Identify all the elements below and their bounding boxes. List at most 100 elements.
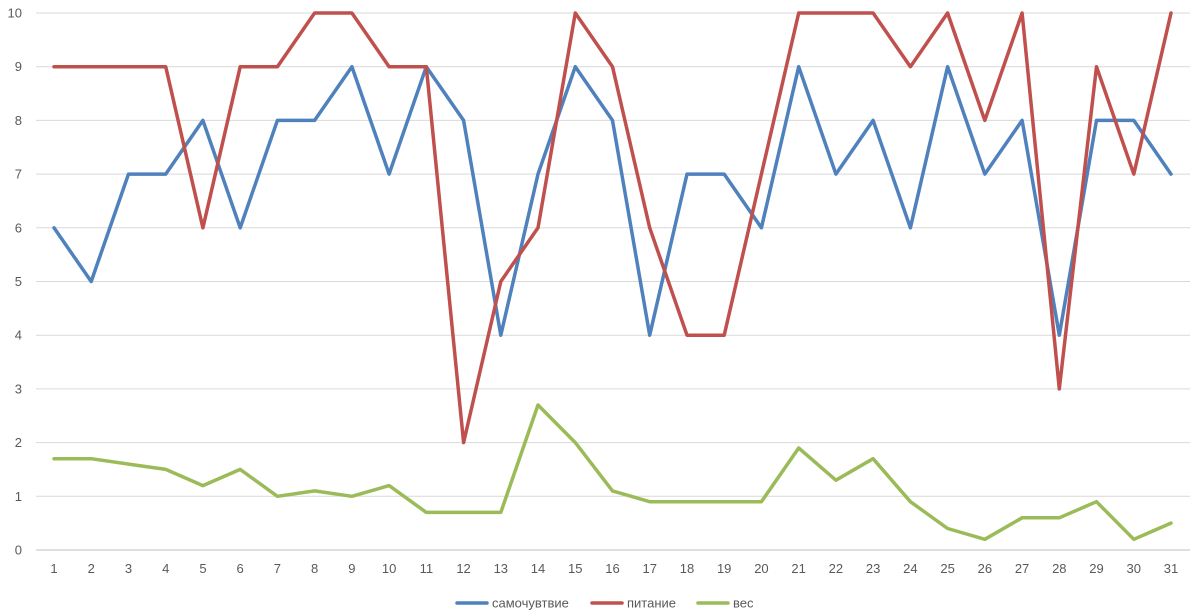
- data-point: [313, 119, 316, 122]
- x-tick-label: 12: [456, 561, 470, 576]
- data-point: [946, 65, 949, 68]
- x-tick-label: 31: [1164, 561, 1178, 576]
- data-point: [388, 173, 391, 176]
- data-point: [313, 12, 316, 15]
- x-tick-label: 27: [1015, 561, 1029, 576]
- legend-item-2: вес: [696, 596, 754, 611]
- data-point: [1021, 12, 1024, 15]
- y-tick-label: 8: [15, 113, 22, 128]
- data-point: [350, 495, 353, 498]
- data-point: [537, 226, 540, 229]
- data-point: [1132, 173, 1135, 176]
- legend-label: самочувтвие: [492, 596, 569, 611]
- x-tick-label: 23: [866, 561, 880, 576]
- data-point: [388, 484, 391, 487]
- legend-item-0: самочувтвие: [455, 596, 569, 611]
- data-point: [1132, 538, 1135, 541]
- x-tick-label: 22: [829, 561, 843, 576]
- x-tick-label: 29: [1089, 561, 1103, 576]
- x-tick-label: 26: [978, 561, 992, 576]
- data-point: [239, 226, 242, 229]
- data-point: [239, 468, 242, 471]
- x-tick-label: 16: [605, 561, 619, 576]
- data-point: [872, 12, 875, 15]
- data-point: [648, 334, 651, 337]
- y-tick-label: 6: [15, 220, 22, 235]
- data-point: [1170, 173, 1173, 176]
- data-point: [723, 173, 726, 176]
- x-tick-label: 28: [1052, 561, 1066, 576]
- series-line-0: [52, 64, 1173, 337]
- x-tick-label: 1: [50, 561, 57, 576]
- data-point: [946, 527, 949, 530]
- data-point: [648, 226, 651, 229]
- series-lines: [52, 11, 1173, 542]
- data-point: [1132, 119, 1135, 122]
- data-point: [53, 226, 56, 229]
- data-point: [90, 280, 93, 283]
- data-point: [313, 489, 316, 492]
- x-tick-label: 25: [940, 561, 954, 576]
- y-tick-label: 2: [15, 435, 22, 450]
- x-tick-label: 18: [680, 561, 694, 576]
- data-point: [611, 489, 614, 492]
- y-tick-label: 9: [15, 59, 22, 74]
- data-point: [760, 500, 763, 503]
- data-point: [164, 65, 167, 68]
- legend-label: вес: [733, 596, 754, 611]
- y-tick-label: 10: [8, 6, 22, 21]
- x-tick-label: 13: [494, 561, 508, 576]
- data-point: [239, 65, 242, 68]
- data-point: [1170, 12, 1173, 15]
- data-point: [834, 12, 837, 15]
- data-point: [462, 511, 465, 514]
- data-point: [1095, 65, 1098, 68]
- data-point: [90, 65, 93, 68]
- data-point: [350, 12, 353, 15]
- data-point: [127, 65, 130, 68]
- y-tick-label: 7: [15, 167, 22, 182]
- data-point: [983, 119, 986, 122]
- data-point: [90, 457, 93, 460]
- x-tick-label: 24: [903, 561, 917, 576]
- x-tick-label: 11: [420, 561, 434, 576]
- y-tick-label: 5: [15, 274, 22, 289]
- y-tick-label: 0: [15, 543, 22, 558]
- data-point: [499, 280, 502, 283]
- data-point: [164, 468, 167, 471]
- legend-item-1: питание: [590, 596, 676, 611]
- data-point: [872, 457, 875, 460]
- data-point: [760, 173, 763, 176]
- data-point: [834, 173, 837, 176]
- series-line-2: [52, 403, 1173, 542]
- data-point: [1021, 516, 1024, 519]
- legend: самочувтвие питание вес: [455, 596, 754, 611]
- data-point: [53, 457, 56, 460]
- data-point: [574, 65, 577, 68]
- data-point: [685, 500, 688, 503]
- y-tick-label: 4: [15, 328, 22, 343]
- series-line-1: [52, 11, 1173, 445]
- series-points-2: [53, 404, 1173, 541]
- data-point: [797, 65, 800, 68]
- data-point: [350, 65, 353, 68]
- data-point: [164, 173, 167, 176]
- data-point: [276, 119, 279, 122]
- data-point: [1058, 516, 1061, 519]
- data-point: [425, 65, 428, 68]
- x-tick-label: 4: [162, 561, 169, 576]
- data-point: [834, 479, 837, 482]
- gridlines: [36, 12, 1190, 551]
- data-point: [276, 65, 279, 68]
- data-point: [276, 495, 279, 498]
- x-axis-tick-labels: 1 2 3 4 5 6 7 8 9 10 11 12 13 14 15 16 17 18 19 20 21 22 23 24 2…: [50, 561, 1178, 576]
- x-tick-label: 17: [642, 561, 656, 576]
- data-point: [648, 500, 651, 503]
- data-point: [723, 334, 726, 337]
- x-tick-label: 19: [717, 561, 731, 576]
- data-point: [760, 226, 763, 229]
- data-point: [462, 441, 465, 444]
- x-tick-label: 8: [311, 561, 318, 576]
- data-point: [909, 500, 912, 503]
